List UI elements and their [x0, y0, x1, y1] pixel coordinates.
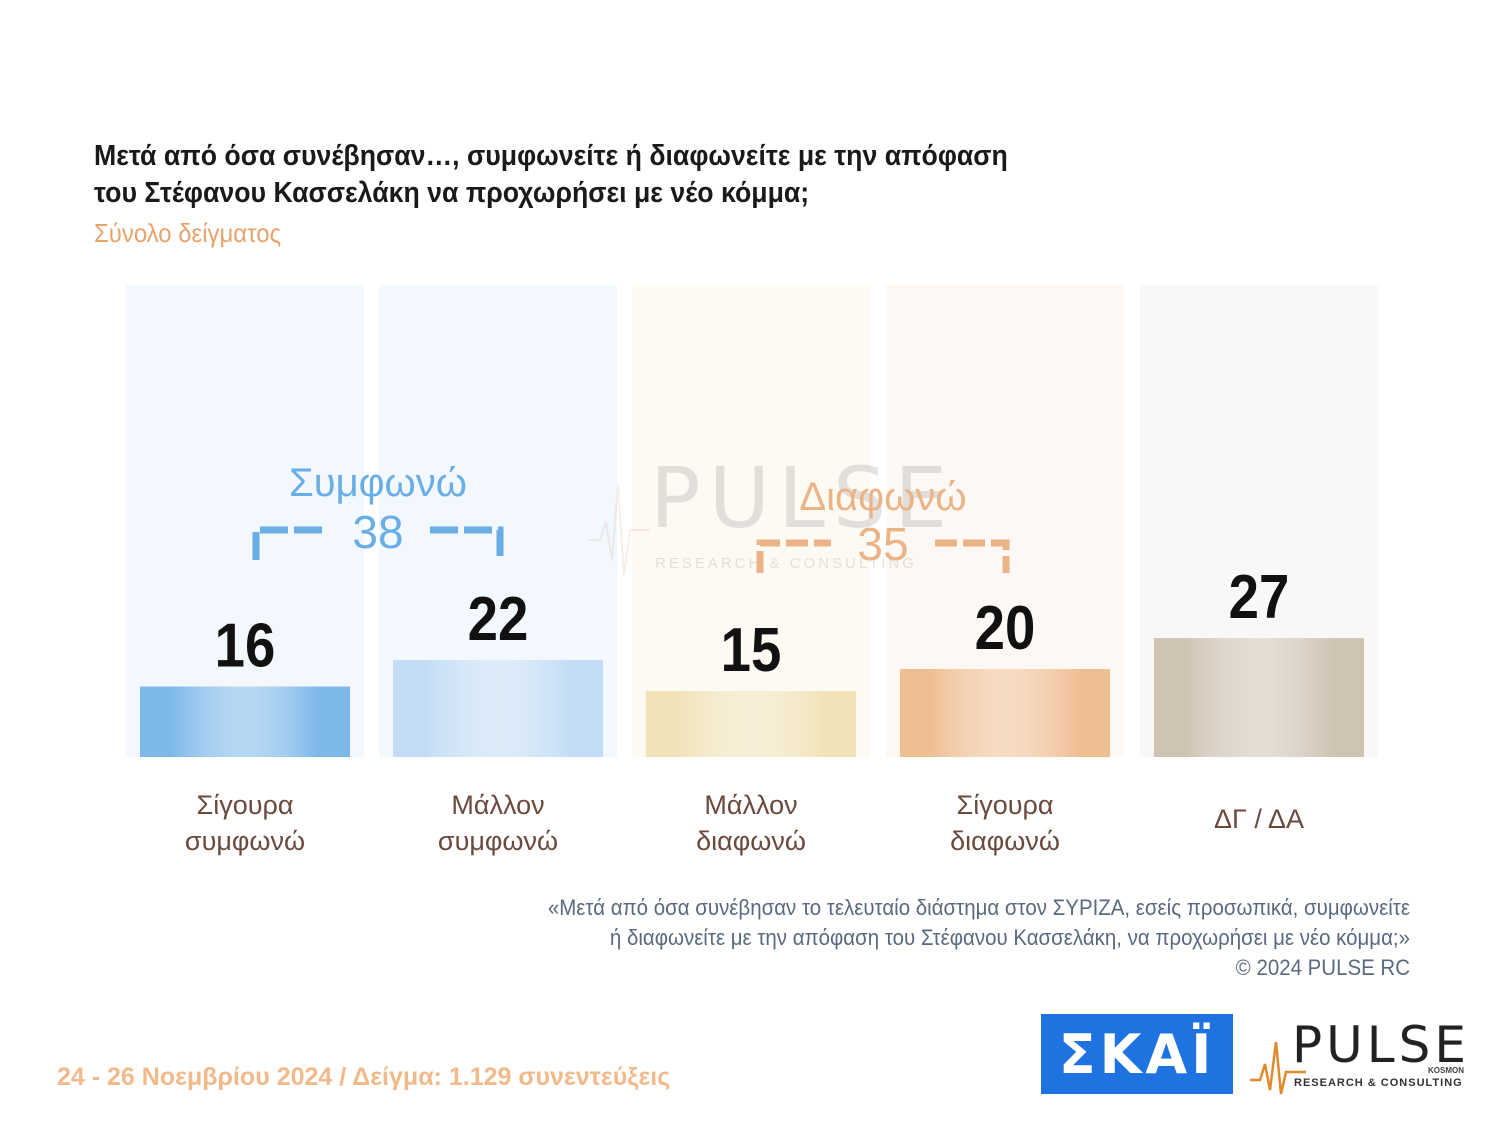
category-label: Σίγουρα — [197, 790, 294, 820]
pulse-logo: PULSE KOSMON RESEARCH & CONSULTING — [1248, 1014, 1468, 1096]
question-footnote: «Μετά από όσα συνέβησαν το τελευταίο διά… — [548, 893, 1410, 983]
copyright-text: © 2024 PULSE RC — [1235, 955, 1410, 980]
bar-sheen — [1154, 638, 1364, 757]
bar-sheen — [646, 691, 856, 757]
bar-value-label: 16 — [215, 611, 276, 680]
bar-sheen — [393, 660, 603, 757]
category-label: ΔΓ / ΔΑ — [1214, 804, 1304, 834]
bar-value-label: 22 — [468, 585, 529, 654]
category-label: διαφωνώ — [696, 826, 806, 856]
category-label: συμφωνώ — [185, 826, 305, 856]
pulse-wave-icon — [1250, 1041, 1306, 1095]
footnote-line-2: ή διαφωνείτε με την απόφαση του Στέφανου… — [609, 925, 1410, 950]
pulse-logo-word: PULSE — [1292, 1016, 1470, 1074]
column-background — [126, 285, 364, 757]
footnote-line-1: «Μετά από όσα συνέβησαν το τελευταίο διά… — [547, 895, 1410, 920]
category-label: Σίγουρα — [957, 790, 1054, 820]
column-background — [632, 285, 870, 757]
pulse-logo-kosmon: KOSMON — [1428, 1066, 1464, 1075]
bar-sheen — [900, 669, 1110, 757]
title-line-2: του Στέφανου Κασσελάκη να προχωρήσει με … — [94, 177, 810, 209]
category-label: Μάλλον — [451, 790, 544, 820]
bar-value-label: 27 — [1229, 563, 1290, 632]
watermark-pulse-line — [588, 484, 650, 576]
group-bracket-right — [430, 526, 504, 560]
watermark-word: PULSE — [650, 449, 955, 547]
bar-value-label: 15 — [721, 616, 782, 685]
group-label: Διαφωνώ — [799, 475, 966, 519]
group-bracket-right — [935, 539, 1010, 573]
group-bracket-left — [756, 539, 831, 573]
group-bracket-left — [252, 526, 326, 560]
category-label: συμφωνώ — [438, 826, 558, 856]
group-total: 38 — [352, 506, 403, 558]
group-label: Συμφωνώ — [289, 461, 467, 505]
pulse-logo-tagline: RESEARCH & CONSULTING — [1294, 1077, 1463, 1089]
category-label: Μάλλον — [704, 790, 797, 820]
watermark-tagline: RESEARCH & CONSULTING — [655, 555, 917, 572]
bar-value-label: 20 — [975, 594, 1036, 663]
category-label: διαφωνώ — [950, 826, 1060, 856]
skai-logo: ΣΚΑΪ — [1041, 1014, 1233, 1094]
chart-subtitle: Σύνολο δείγματος — [94, 218, 282, 248]
skai-logo-text: ΣΚΑΪ — [1058, 1022, 1216, 1086]
chart-title: Μετά από όσα συνέβησαν…, συμφωνείτε ή δι… — [94, 138, 1032, 212]
bar-sheen — [140, 686, 350, 757]
group-total: 35 — [857, 518, 908, 570]
title-line-1: Μετά από όσα συνέβησαν…, συμφωνείτε ή δι… — [94, 140, 1008, 172]
survey-info: 24 - 26 Νοεμβρίου 2024 / Δείγμα: 1.129 σ… — [57, 1063, 671, 1091]
